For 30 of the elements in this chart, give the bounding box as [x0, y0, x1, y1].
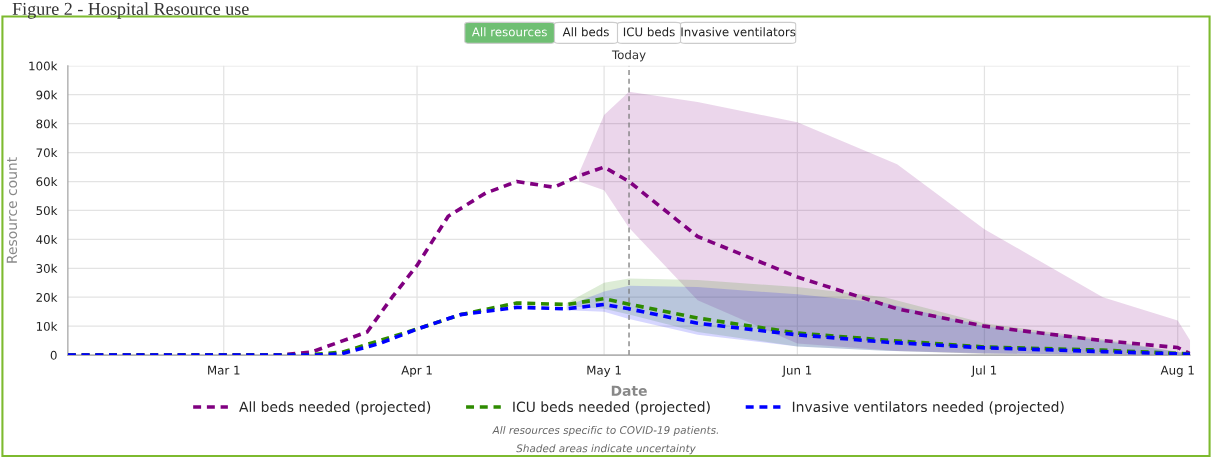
- y-tick-label: 40k: [36, 234, 58, 245]
- x-axis-title: Date: [611, 385, 647, 397]
- text: All beds: [562, 27, 609, 37]
- ref-line-label: Today: [611, 50, 646, 62]
- y-axis-title: Resource count: [6, 157, 18, 263]
- y-tick-label: 100k: [29, 61, 58, 71]
- y-tick-label: 50k: [36, 205, 58, 216]
- legend-label: ICU beds needed (projected): [513, 401, 710, 415]
- legend-label: Invasive ventilators needed (projected): [792, 401, 1064, 415]
- y-tick-label: 10k: [36, 321, 58, 331]
- text: All resources specific to COVID-19 patients.: [492, 425, 718, 436]
- x-tick-label: Jun 1: [781, 365, 812, 377]
- x-tick-label: Aug 1: [1160, 365, 1194, 377]
- y-tick-label: 30k: [36, 263, 58, 273]
- text: Invasive ventilators: [681, 27, 796, 37]
- y-tick-label: 70k: [36, 148, 58, 158]
- x-tick-label: Mar 1: [208, 365, 240, 375]
- y-tick-label: 90k: [36, 90, 58, 100]
- x-tick-label: Jul 1: [971, 365, 997, 377]
- text: Shaded areas indicate uncertainty: [516, 444, 696, 455]
- y-tick-label: 80k: [36, 119, 58, 129]
- text: ICU beds: [623, 27, 675, 37]
- x-tick-label: Apr 1: [401, 365, 432, 377]
- y-tick-label: 20k: [36, 292, 58, 302]
- text: All resources: [471, 27, 547, 37]
- chart-title: Figure 2 - Hospital Resource use: [12, 2, 249, 19]
- y-tick-label: 0: [50, 350, 57, 360]
- legend-label: All beds needed (projected): [239, 401, 431, 415]
- y-tick-label: 60k: [36, 177, 58, 187]
- x-tick-label: May 1: [587, 365, 621, 377]
